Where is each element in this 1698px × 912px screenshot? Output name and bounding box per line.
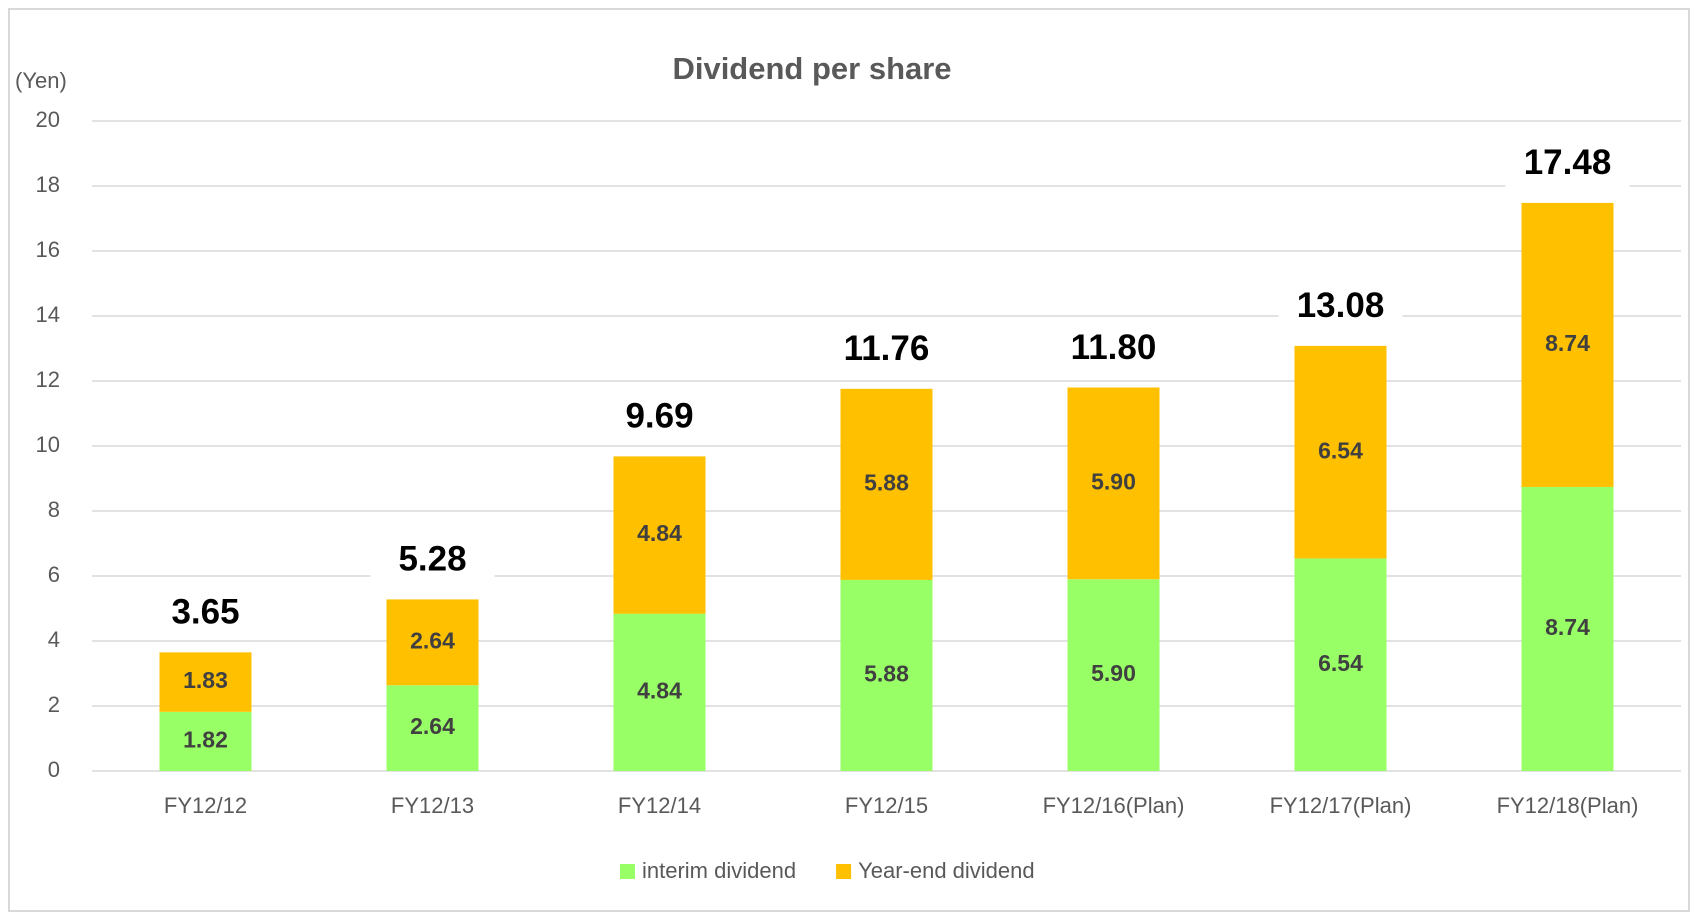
x-tick-label: FY12/14 bbox=[618, 793, 701, 818]
total-label-bg bbox=[370, 537, 495, 586]
total-label: 11.76 bbox=[844, 329, 930, 368]
bar-segment bbox=[1067, 387, 1160, 580]
bar-segment bbox=[1067, 579, 1160, 771]
x-tick-label: FY12/16(Plan) bbox=[1043, 793, 1185, 818]
bar-segment bbox=[386, 599, 479, 686]
chart-title: Dividend per share bbox=[672, 51, 951, 86]
legend-label: Year-end dividend bbox=[858, 858, 1035, 883]
y-tick-label: 2 bbox=[48, 692, 60, 717]
total-label-bg bbox=[1505, 140, 1630, 189]
total-label: 17.48 bbox=[1524, 143, 1612, 182]
legend-label: interim dividend bbox=[642, 858, 796, 883]
total-label: 13.08 bbox=[1297, 286, 1385, 325]
bar-segment bbox=[840, 388, 933, 580]
bar-segment bbox=[613, 613, 706, 771]
data-label: 8.74 bbox=[1545, 614, 1590, 640]
x-tick-label: FY12/18(Plan) bbox=[1497, 793, 1639, 818]
data-label: 2.64 bbox=[410, 713, 455, 739]
y-tick-label: 16 bbox=[36, 237, 60, 262]
data-label: 5.90 bbox=[1091, 468, 1136, 494]
total-label-bg bbox=[824, 326, 949, 375]
data-label: 6.54 bbox=[1318, 650, 1363, 676]
y-tick-label: 4 bbox=[48, 627, 60, 652]
y-tick-label: 12 bbox=[36, 367, 60, 392]
data-label: 1.82 bbox=[183, 727, 228, 753]
total-label: 11.80 bbox=[1071, 328, 1157, 367]
y-tick-label: 14 bbox=[36, 302, 60, 327]
legend-swatch bbox=[620, 864, 635, 879]
data-label: 5.90 bbox=[1091, 660, 1136, 686]
total-label: 3.65 bbox=[171, 593, 239, 632]
x-tick-label: FY12/15 bbox=[845, 793, 928, 818]
bar-segment bbox=[1294, 345, 1387, 559]
y-tick-label: 8 bbox=[48, 497, 60, 522]
bar-segment bbox=[386, 685, 479, 771]
total-label-bg bbox=[1278, 283, 1403, 332]
total-label: 9.69 bbox=[625, 397, 693, 436]
legend-swatch bbox=[836, 864, 852, 879]
data-label: 4.84 bbox=[637, 520, 682, 546]
y-tick-label: 18 bbox=[36, 172, 60, 197]
total-label-bg bbox=[1051, 325, 1176, 374]
y-tick-label: 0 bbox=[48, 757, 60, 782]
data-label: 5.88 bbox=[864, 661, 909, 687]
bar-segment bbox=[1521, 486, 1614, 771]
total-label: 5.28 bbox=[398, 540, 466, 579]
total-label-bg bbox=[597, 394, 722, 443]
data-label: 8.74 bbox=[1545, 330, 1590, 356]
bar-segment bbox=[1521, 202, 1614, 487]
x-tick-label: FY12/13 bbox=[391, 793, 474, 818]
bar-segment bbox=[1294, 558, 1387, 771]
data-label: 1.83 bbox=[183, 667, 228, 693]
data-label: 6.54 bbox=[1318, 437, 1363, 463]
bar-segment bbox=[613, 456, 706, 614]
data-label: 4.84 bbox=[637, 677, 682, 703]
y-axis-label: (Yen) bbox=[15, 68, 67, 93]
y-tick-label: 20 bbox=[36, 107, 60, 132]
total-label-bg bbox=[143, 590, 268, 639]
y-tick-label: 6 bbox=[48, 562, 60, 587]
bar-segment bbox=[159, 652, 252, 712]
bar-segment bbox=[159, 711, 252, 771]
x-tick-label: FY12/12 bbox=[164, 793, 247, 818]
x-tick-label: FY12/17(Plan) bbox=[1270, 793, 1412, 818]
bar-segment bbox=[840, 579, 933, 771]
data-label: 2.64 bbox=[410, 627, 455, 653]
data-label: 5.88 bbox=[864, 469, 909, 495]
y-tick-label: 10 bbox=[36, 432, 60, 457]
